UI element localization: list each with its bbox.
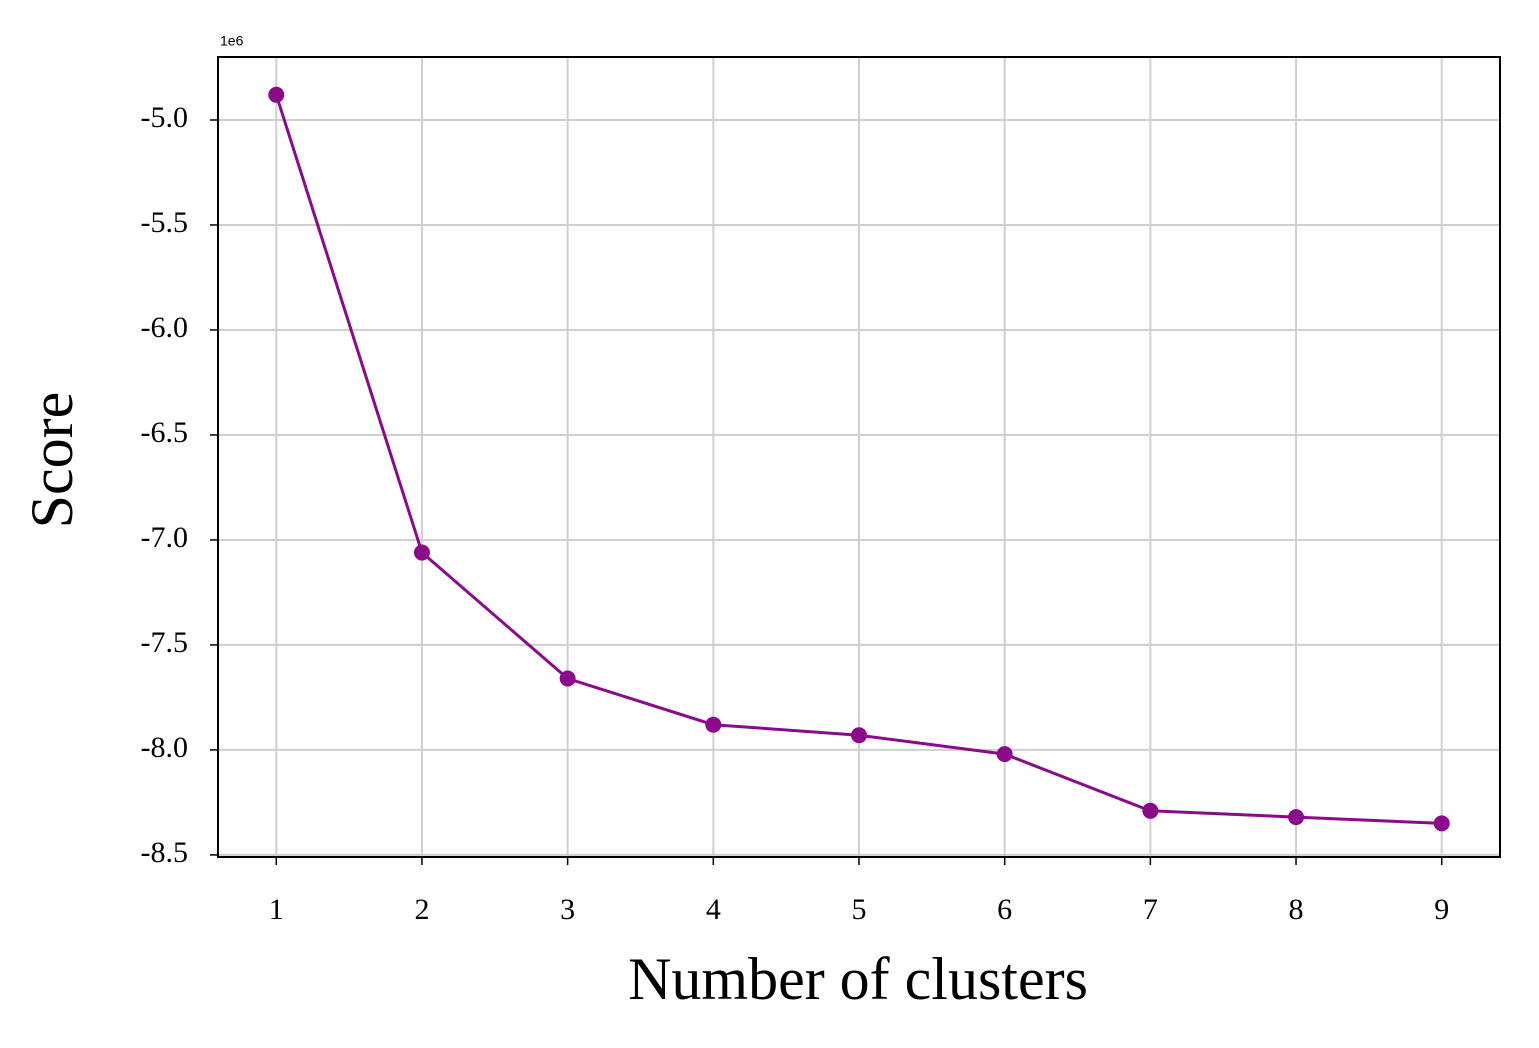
y-tick-label: -8.0 (141, 731, 189, 764)
y-tick-label: -6.0 (141, 311, 189, 344)
series-point (1433, 815, 1450, 832)
series-point (1142, 802, 1159, 819)
x-tick-label: 6 (997, 893, 1012, 926)
x-tick-label: 3 (560, 893, 575, 926)
series-point (268, 86, 285, 103)
x-tick-label: 7 (1143, 893, 1158, 926)
x-tick-label: 9 (1434, 893, 1449, 926)
series-point (413, 544, 430, 561)
y-tick-label: -5.0 (141, 101, 189, 134)
series-point (851, 727, 867, 744)
y-axis-label: Score (19, 392, 85, 529)
x-axis-label: Number of clusters (628, 946, 1088, 1012)
series-point (996, 746, 1013, 763)
series-point (559, 670, 576, 687)
plot-frame (217, 56, 1501, 858)
y-tick-label: -6.5 (141, 416, 189, 449)
x-tick-label: 5 (852, 893, 867, 926)
x-tick-label: 2 (414, 893, 429, 926)
y-tick-label: -8.5 (141, 836, 189, 869)
y-tick-label: -7.0 (141, 521, 189, 554)
offset-label: 1e6 (220, 33, 244, 49)
y-tick-label: -5.5 (141, 206, 189, 239)
series-point (705, 716, 722, 733)
series-point (1288, 809, 1305, 826)
x-tick-label: 8 (1289, 893, 1304, 926)
x-tick-label: 1 (269, 893, 284, 926)
x-tick-label: 4 (706, 893, 721, 926)
y-tick-label: -7.5 (141, 626, 189, 659)
